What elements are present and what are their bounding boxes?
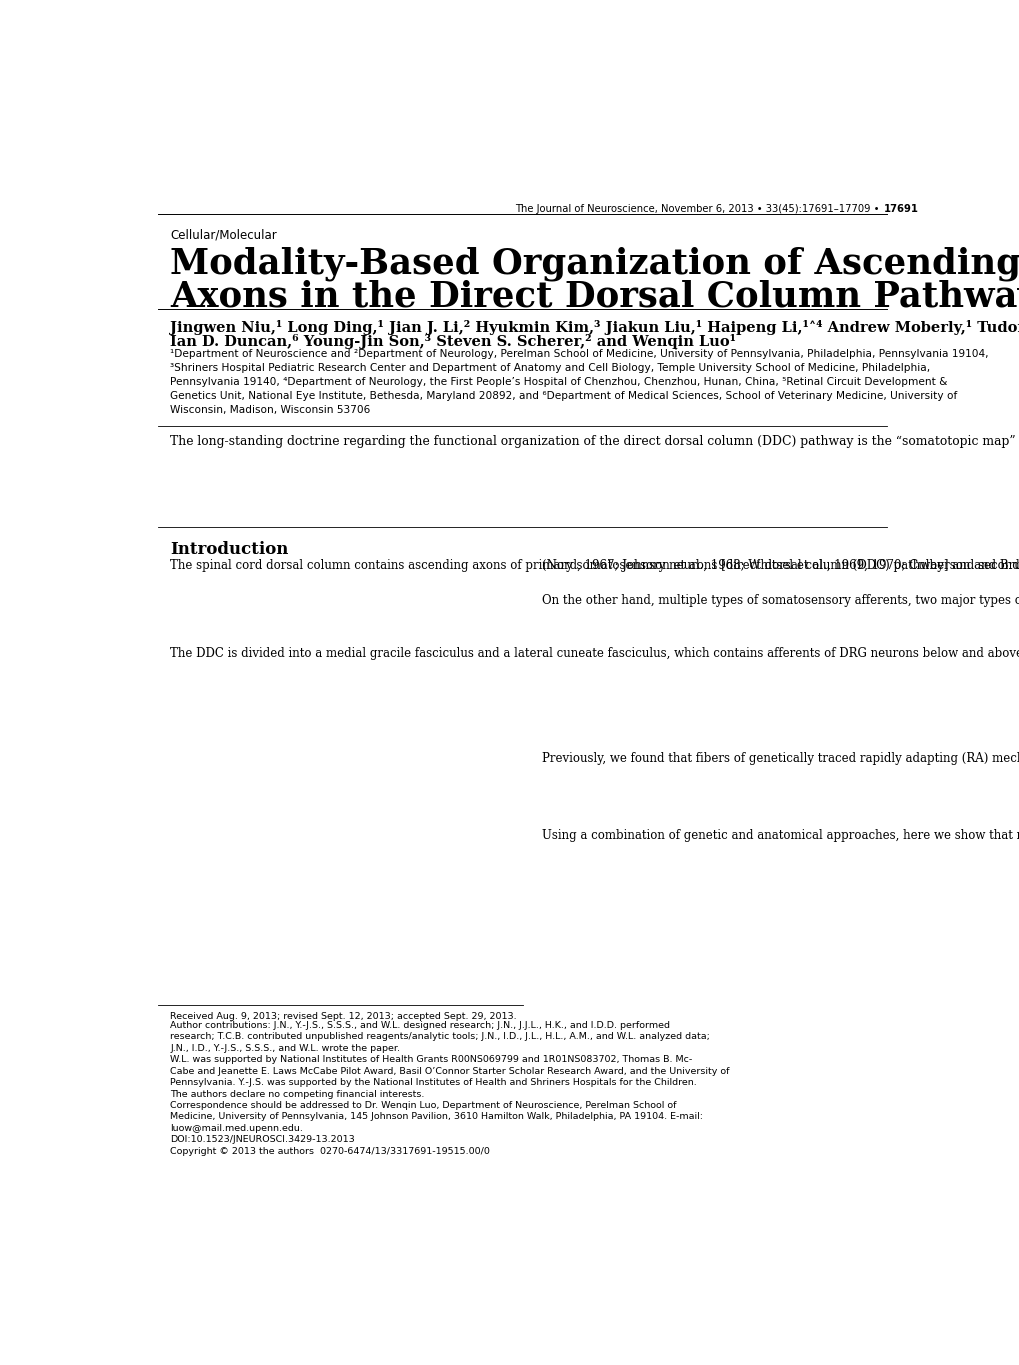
Text: Received Aug. 9, 2013; revised Sept. 12, 2013; accepted Sept. 29, 2013.: Received Aug. 9, 2013; revised Sept. 12,…	[170, 1011, 517, 1021]
Text: Using a combination of genetic and anatomical approaches, here we show that mous: Using a combination of genetic and anato…	[541, 829, 1019, 842]
Text: 17691: 17691	[883, 203, 918, 214]
Text: The DDC is divided into a medial gracile fasciculus and a lateral cuneate fascic: The DDC is divided into a medial gracile…	[170, 647, 1019, 661]
Text: The long-standing doctrine regarding the functional organization of the direct d: The long-standing doctrine regarding the…	[170, 435, 1019, 448]
Text: Author contributions: J.N., Y.-J.S., S.S.S., and W.L. designed research; J.N., J: Author contributions: J.N., Y.-J.S., S.S…	[170, 1021, 729, 1156]
Text: Previously, we found that fibers of genetically traced rapidly adapting (RA) mec: Previously, we found that fibers of gene…	[541, 752, 1019, 764]
Text: Axons in the Direct Dorsal Column Pathway: Axons in the Direct Dorsal Column Pathwa…	[170, 280, 1019, 314]
Text: Jingwen Niu,¹ Long Ding,¹ Jian J. Li,² Hyukmin Kim,³ Jiakun Liu,¹ Haipeng Li,¹˄⁴: Jingwen Niu,¹ Long Ding,¹ Jian J. Li,² H…	[170, 321, 1019, 336]
Text: (Nord, 1967; Johnson et al., 1968; Whitsel et al., 1969, 1970; Culberson and Bru: (Nord, 1967; Johnson et al., 1968; Whits…	[541, 558, 1019, 572]
Text: On the other hand, multiple types of somatosensory afferents, two major types of: On the other hand, multiple types of som…	[541, 594, 1019, 607]
Text: Introduction: Introduction	[170, 541, 288, 558]
Text: Cellular/Molecular: Cellular/Molecular	[170, 228, 276, 242]
Text: The Journal of Neuroscience, November 6, 2013 • 33(45):17691–17709 •: The Journal of Neuroscience, November 6,…	[515, 203, 882, 214]
Text: Ian D. Duncan,⁶ Young-Jin Son,³ Steven S. Scherer,² and Wenqin Luo¹: Ian D. Duncan,⁶ Young-Jin Son,³ Steven S…	[170, 334, 736, 349]
Text: The spinal cord dorsal column contains ascending axons of primary somatosensory : The spinal cord dorsal column contains a…	[170, 558, 1019, 572]
Text: ¹Department of Neuroscience and ²Department of Neurology, Perelman School of Med: ¹Department of Neuroscience and ²Departm…	[170, 348, 987, 415]
Text: Modality-Based Organization of Ascending Somatosensory: Modality-Based Organization of Ascending…	[170, 247, 1019, 281]
